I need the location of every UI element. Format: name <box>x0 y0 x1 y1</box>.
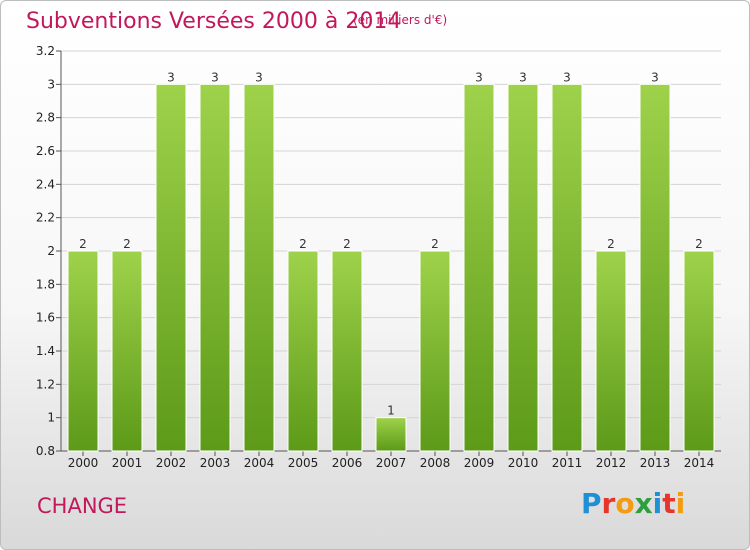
logo-letter: P <box>581 487 602 520</box>
bar-value-label: 3 <box>519 70 527 84</box>
chart-unit: (en milliers d'€) <box>353 13 448 27</box>
x-tick-label: 2006 <box>332 456 363 470</box>
x-tick-label: 2014 <box>684 456 715 470</box>
y-tick-label: 1 <box>47 411 55 425</box>
bar-value-label: 2 <box>695 237 703 251</box>
bar <box>331 250 363 452</box>
commune-name: CHANGE <box>37 494 128 518</box>
bar <box>551 83 583 452</box>
x-tick-label: 2008 <box>420 456 451 470</box>
bar <box>639 83 671 452</box>
logo-letter: x <box>634 487 653 520</box>
chart-title: Subventions Versées 2000 à 2014 <box>26 9 402 34</box>
logo-letter: r <box>601 487 616 520</box>
bar <box>67 250 99 452</box>
y-tick-label: 2.4 <box>36 177 55 191</box>
x-tick-label: 2000 <box>68 456 99 470</box>
y-tick-label: 1.6 <box>36 311 55 325</box>
y-tick-label: 1.2 <box>36 377 55 391</box>
bar <box>595 250 627 452</box>
y-tick-label: 2 <box>47 244 55 258</box>
bar-value-label: 2 <box>343 237 351 251</box>
bar-value-label: 3 <box>475 70 483 84</box>
logo-letter: t <box>662 487 676 520</box>
bar <box>507 83 539 452</box>
logo-letter: i <box>675 487 686 520</box>
bar-value-label: 3 <box>651 70 659 84</box>
y-tick-label: 0.8 <box>36 444 55 458</box>
bar <box>111 250 143 452</box>
y-tick-label: 1.4 <box>36 344 55 358</box>
y-tick-label: 2.6 <box>36 144 55 158</box>
y-tick-label: 3.2 <box>36 44 55 58</box>
bar-value-label: 2 <box>607 237 615 251</box>
x-tick-label: 2005 <box>288 456 319 470</box>
x-tick-label: 2011 <box>552 456 583 470</box>
axes: 0.8 1 1.2 1.4 1.6 1.8 2 2.2 2.4 2.6 2.8 3 3.2 2000 200… <box>36 44 721 470</box>
x-tick-label: 2002 <box>156 456 187 470</box>
proxiti-logo: Proxiti <box>581 487 685 520</box>
bar <box>243 83 275 452</box>
bar <box>683 250 715 452</box>
x-tick-label: 2009 <box>464 456 495 470</box>
bar <box>155 83 187 452</box>
bar <box>419 250 451 452</box>
bar-value-label: 3 <box>255 70 263 84</box>
bar-value-label: 3 <box>211 70 219 84</box>
x-tick-label: 2004 <box>244 456 275 470</box>
y-tick-label: 1.8 <box>36 277 55 291</box>
bar-value-label: 2 <box>79 237 87 251</box>
x-tick-label: 2001 <box>112 456 143 470</box>
bar-value-label: 3 <box>563 70 571 84</box>
bar <box>199 83 231 452</box>
x-tick-label: 2013 <box>640 456 671 470</box>
x-tick-label: 2003 <box>200 456 231 470</box>
bar-value-label: 2 <box>299 237 307 251</box>
x-tick-label: 2007 <box>376 456 407 470</box>
bars: 2 2 3 3 3 2 2 1 2 3 3 3 2 3 2 <box>67 70 715 452</box>
x-tick-label: 2012 <box>596 456 627 470</box>
bar-value-label: 2 <box>123 237 131 251</box>
y-tick-label: 2.8 <box>36 111 55 125</box>
y-tick-label: 2.2 <box>36 211 55 225</box>
x-tick-label: 2010 <box>508 456 539 470</box>
bar <box>375 417 407 452</box>
bar-value-label: 1 <box>387 404 395 418</box>
logo-letter: i <box>652 487 663 520</box>
bar <box>287 250 319 452</box>
logo-letter: o <box>615 487 635 520</box>
bar-value-label: 3 <box>167 70 175 84</box>
y-tick-label: 3 <box>47 77 55 91</box>
bar <box>463 83 495 452</box>
bar-value-label: 2 <box>431 237 439 251</box>
